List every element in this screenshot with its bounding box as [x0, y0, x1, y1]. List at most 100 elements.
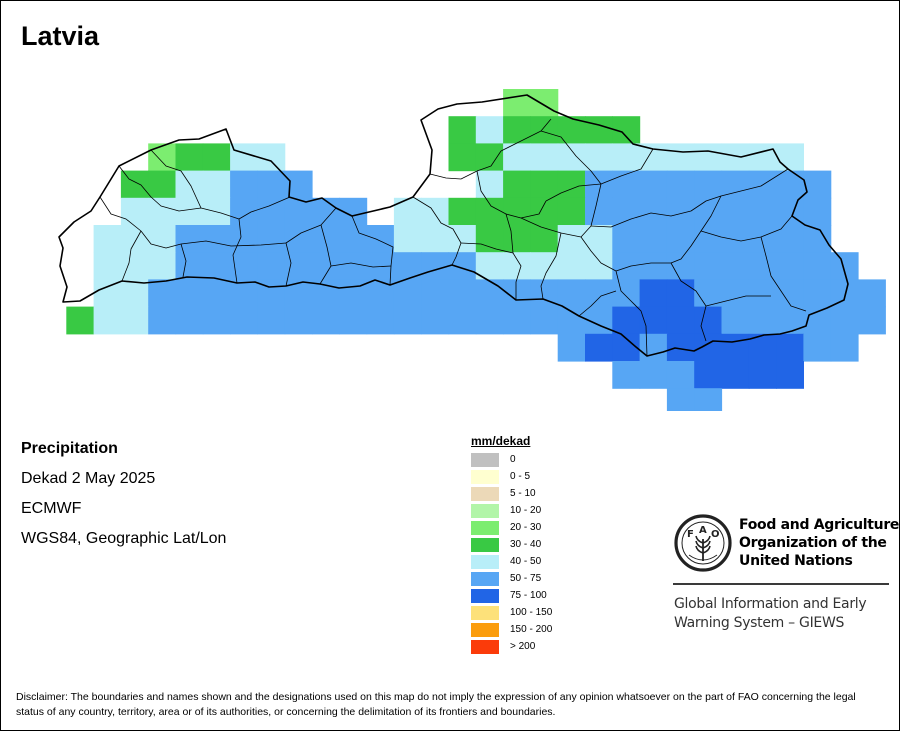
grid-cell [666, 170, 695, 199]
grid-cell [93, 279, 122, 308]
grid-cell [666, 252, 695, 280]
system-name-line: Global Information and Early [674, 596, 867, 612]
organization-name-line: Food and Agriculture [739, 517, 900, 533]
grid-cell [475, 116, 504, 144]
map-period: Dekad 2 May 2025 [21, 470, 156, 487]
fao-logo-letter-f: F [687, 529, 694, 540]
grid-cell [175, 225, 204, 253]
district-boundary [700, 215, 793, 242]
district-boundary [351, 215, 394, 286]
grid-cell [530, 143, 559, 172]
grid-cell [530, 197, 559, 226]
district-boundary [578, 290, 617, 317]
grid-cell [639, 143, 668, 172]
grid-cell [830, 279, 859, 308]
legend-label: 20 - 30 [510, 522, 542, 533]
legend-swatch [471, 589, 499, 603]
fao-logo-letter-a: A [699, 525, 707, 536]
grid-cell [776, 170, 804, 199]
grid-cell [339, 306, 368, 335]
district-boundary [285, 207, 337, 244]
grid-cell [666, 361, 695, 389]
grid-cell [339, 225, 368, 253]
grid-cell [666, 388, 695, 411]
grid-cell [639, 225, 668, 253]
grid-cell [230, 279, 258, 308]
fao-logo-icon: F A O [674, 514, 732, 572]
grid-cell [858, 279, 886, 308]
grid-cell [284, 306, 313, 335]
grid-cell [339, 252, 368, 280]
grid-cell [721, 170, 750, 199]
grid-cell [666, 333, 695, 362]
grid-cell [748, 361, 777, 389]
grid-cell [120, 306, 149, 335]
grid-cell [175, 279, 204, 308]
grid-cell [557, 279, 586, 308]
grid-cell [776, 361, 804, 389]
district-boundary [540, 118, 552, 132]
grid-cell [776, 252, 804, 280]
district-boundary [429, 150, 502, 180]
map-variable: Precipitation [21, 440, 118, 457]
grid-cell [639, 252, 668, 280]
grid-cell [585, 143, 613, 172]
grid-cell [530, 116, 559, 144]
district-boundary [670, 195, 722, 264]
grid-cell [557, 225, 586, 253]
grid-cell [803, 170, 832, 199]
grid-cell [585, 197, 613, 226]
grid-cell [257, 252, 286, 280]
district-boundary [319, 224, 332, 285]
grid-cell [503, 306, 531, 335]
grid-cell [803, 197, 832, 226]
grid-cell [148, 143, 177, 172]
legend-swatch [471, 487, 499, 501]
grid-cell [612, 361, 641, 389]
map-projection: WGS84, Geographic Lat/Lon [21, 530, 227, 547]
grid-cell [585, 225, 613, 253]
grid-cell [666, 225, 695, 253]
legend-swatch [471, 521, 499, 535]
precipitation-map [58, 89, 886, 411]
grid-cell [230, 170, 258, 199]
grid-cell [475, 225, 504, 253]
legend-swatch [471, 538, 499, 552]
grid-cell [393, 279, 422, 308]
grid-cell [475, 197, 504, 226]
grid-cell [202, 143, 231, 172]
grid-cell [202, 170, 231, 199]
grid-cell [585, 252, 613, 280]
grid-cell [748, 252, 777, 280]
grid-cell [202, 279, 231, 308]
grid-cell [257, 225, 286, 253]
grid-cell [639, 279, 668, 308]
grid-cell [366, 225, 395, 253]
grid-cell [694, 225, 723, 253]
grid-cell [694, 333, 723, 362]
district-boundary [760, 236, 807, 312]
district-boundary [505, 213, 514, 254]
legend-label: 5 - 10 [510, 488, 536, 499]
grid-cell [284, 197, 313, 226]
legend-label: 100 - 150 [510, 607, 553, 618]
grid-cell [448, 197, 477, 226]
grid-cell [312, 306, 340, 335]
district-boundary [705, 295, 771, 307]
grid-cell [120, 197, 149, 226]
grid-cell [475, 279, 504, 308]
grid-cell [666, 143, 695, 172]
legend-swatch [471, 640, 499, 654]
grid-cell [503, 197, 531, 226]
grid-cell [120, 170, 149, 199]
legend-label: 150 - 200 [510, 624, 553, 635]
precipitation-grid [66, 89, 886, 411]
district-boundary [412, 196, 462, 266]
district-boundary [500, 130, 602, 185]
grid-cell [175, 170, 204, 199]
grid-cell [721, 306, 750, 335]
grid-cell [748, 279, 777, 308]
grid-cell [612, 306, 641, 335]
grid-cell [284, 252, 313, 280]
